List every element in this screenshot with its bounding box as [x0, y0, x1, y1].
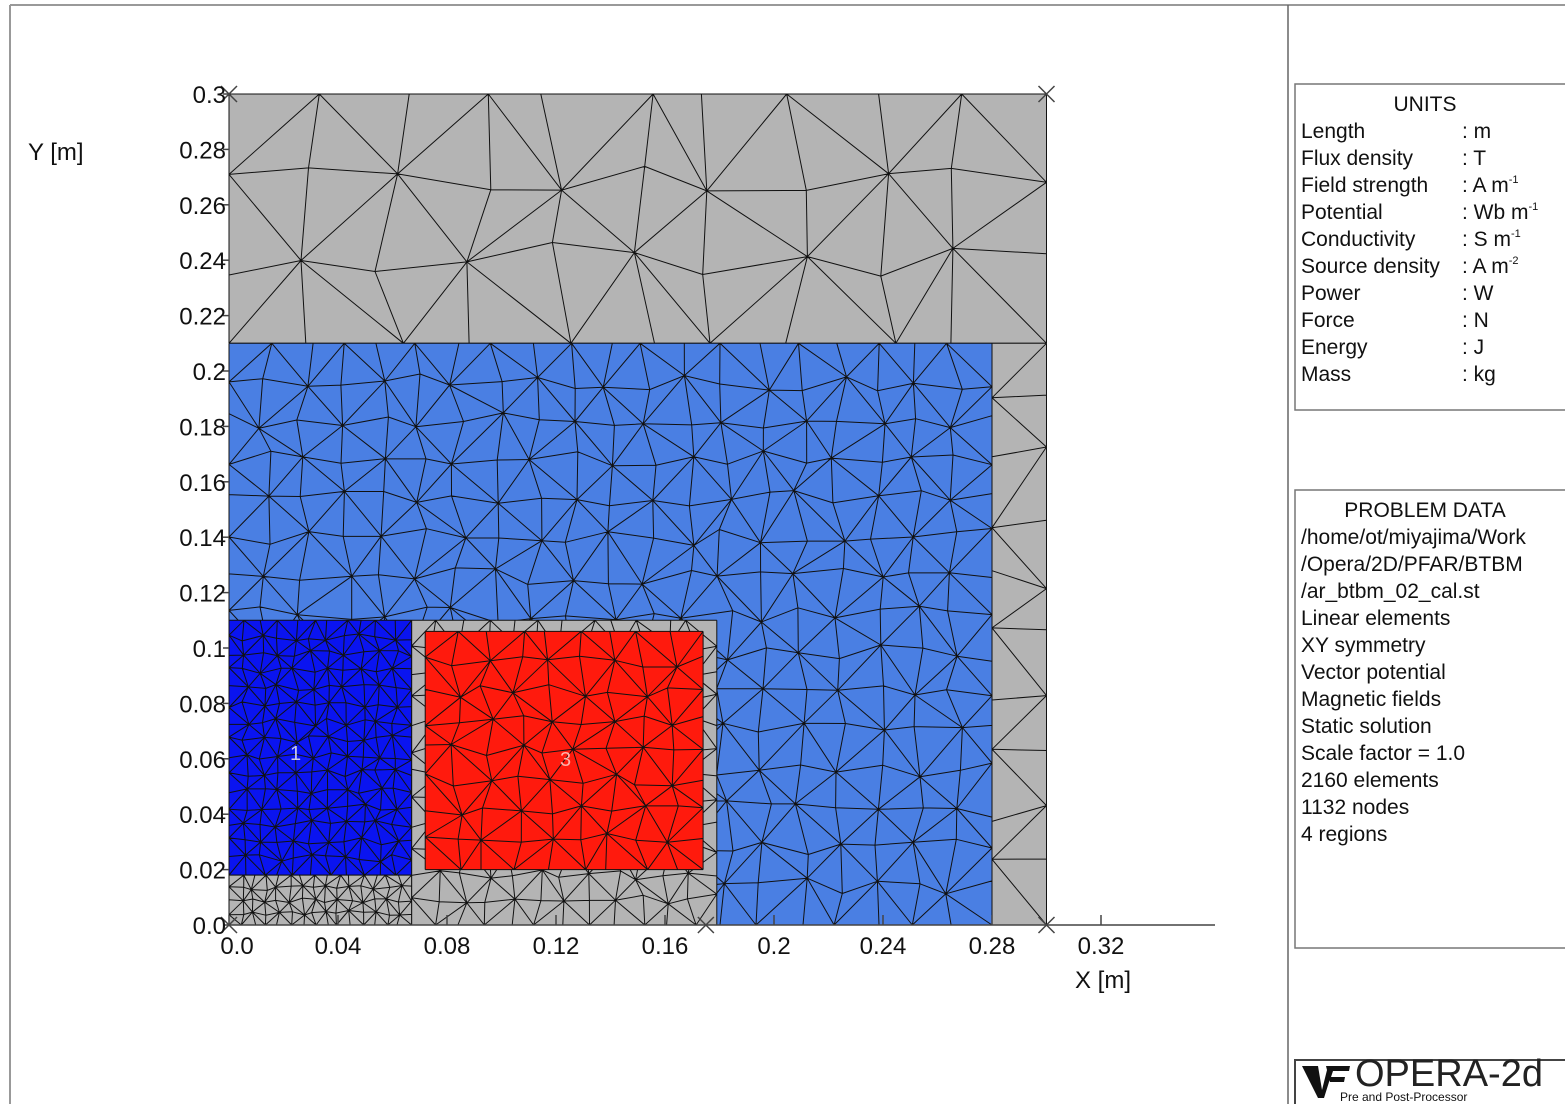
problem-line: /Opera/2D/PFAR/BTBM: [1301, 553, 1523, 576]
unit-value: : W: [1462, 282, 1494, 305]
x-tick-label: 0.24: [860, 933, 907, 960]
unit-name: Power: [1301, 282, 1361, 305]
problem-line: Static solution: [1301, 715, 1432, 738]
x-tick-label: 0.2: [757, 933, 790, 960]
unit-value: : T: [1462, 147, 1486, 170]
unit-text: : S m: [1462, 228, 1511, 251]
unit-text: : A m: [1462, 255, 1509, 278]
unit-value: : N: [1462, 309, 1489, 332]
unit-text: : Wb m: [1462, 201, 1529, 224]
problem-line: /home/ot/miyajima/Work: [1301, 526, 1526, 549]
unit-text: : A m: [1462, 174, 1509, 197]
y-tick-label: 0.16: [179, 470, 226, 497]
problem-line: 4 regions: [1301, 823, 1387, 846]
x-tick-label: 0.28: [969, 933, 1016, 960]
unit-text: : N: [1462, 309, 1489, 332]
units-title: UNITS: [1394, 93, 1457, 116]
x-tick-label: 0.32: [1078, 933, 1125, 960]
x-tick-label: 0.16: [642, 933, 689, 960]
y-tick-label: 0.06: [179, 747, 226, 774]
y-tick-label: 0.26: [179, 193, 226, 220]
unit-exponent: -1: [1509, 174, 1519, 186]
unit-text: : T: [1462, 147, 1486, 170]
y-axis-label: Y [m]: [28, 139, 84, 166]
problem-line: 2160 elements: [1301, 769, 1439, 792]
problem-line: /ar_btbm_02_cal.st: [1301, 580, 1480, 603]
unit-value: : kg: [1462, 363, 1496, 386]
unit-name: Energy: [1301, 336, 1368, 359]
y-tick-label: 0.08: [179, 691, 226, 718]
problem-line: XY symmetry: [1301, 634, 1426, 657]
unit-name: Flux density: [1301, 147, 1414, 170]
y-tick-label: 0.04: [179, 802, 226, 829]
unit-exponent: -1: [1511, 228, 1521, 240]
region: [992, 343, 1047, 925]
region-label: 3: [560, 749, 571, 771]
y-tick-label: 0.1: [193, 636, 226, 663]
problem-line: 1132 nodes: [1301, 796, 1409, 819]
region-label: 1: [290, 743, 301, 765]
logo-name: OPERA-2d: [1355, 1053, 1543, 1095]
unit-name: Source density: [1301, 255, 1440, 278]
x-axis-label: X [m]: [1075, 967, 1131, 994]
unit-value: : m: [1462, 120, 1491, 143]
unit-text: : W: [1462, 282, 1494, 305]
unit-exponent: -2: [1509, 255, 1519, 267]
unit-text: : kg: [1462, 363, 1496, 386]
y-tick-label: 0.12: [179, 581, 226, 608]
unit-name: Conductivity: [1301, 228, 1416, 251]
problem-line: Linear elements: [1301, 607, 1450, 630]
unit-name: Field strength: [1301, 174, 1428, 197]
region: [229, 94, 1047, 343]
problem-line: Magnetic fields: [1301, 688, 1441, 711]
y-tick-label: 0.14: [179, 525, 226, 552]
unit-name: Length: [1301, 120, 1365, 143]
y-tick-label: 0.28: [179, 137, 226, 164]
page: Y [m] X [m] UNITS Length : m Flux density:…: [0, 0, 1565, 1104]
x-tick-label: 0.12: [533, 933, 580, 960]
problem-title: PROBLEM DATA: [1344, 499, 1505, 522]
y-tick-label: 0.3: [193, 82, 226, 109]
problem-line: Vector potential: [1301, 661, 1446, 684]
y-tick-label: 0.24: [179, 248, 226, 275]
problem-line: Scale factor = 1.0: [1301, 742, 1465, 765]
y-tick-label: 0.0: [193, 913, 226, 940]
y-tick-label: 0.18: [179, 414, 226, 441]
x-tick-label: 0.04: [315, 933, 362, 960]
unit-exponent: -1: [1529, 201, 1539, 213]
unit-value: : J: [1462, 336, 1484, 359]
unit-name: Force: [1301, 309, 1355, 332]
y-tick-label: 0.22: [179, 304, 226, 331]
unit-value: : Wb m-1: [1462, 201, 1538, 224]
unit-name: Mass: [1301, 363, 1351, 386]
unit-text: : m: [1462, 120, 1491, 143]
unit-text: : J: [1462, 336, 1484, 359]
y-tick-label: 0.02: [179, 858, 226, 885]
y-tick-label: 0.2: [193, 359, 226, 386]
logo-subtitle: Pre and Post-Processor: [1340, 1090, 1467, 1104]
x-tick-label: 0.08: [424, 933, 471, 960]
unit-name: Potential: [1301, 201, 1383, 224]
